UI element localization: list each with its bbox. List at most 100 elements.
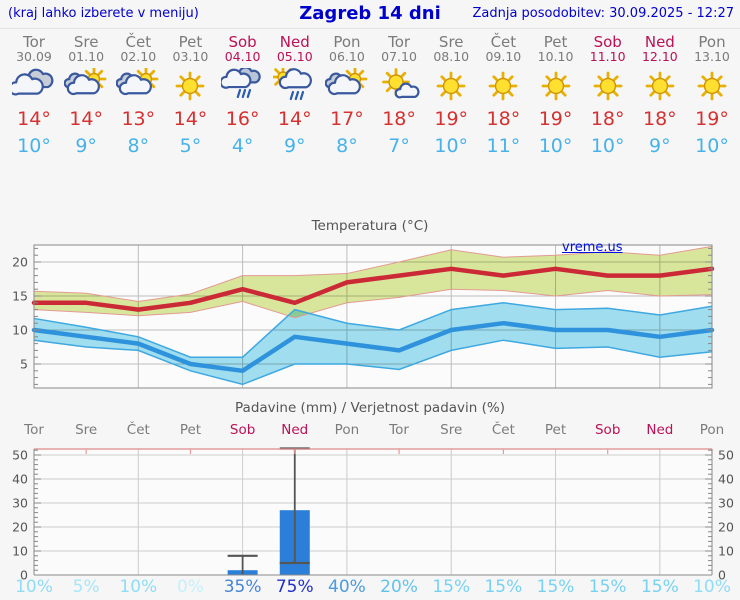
- sunny-icon: [697, 71, 727, 101]
- min-temperature: 8°: [127, 135, 150, 157]
- precip-probability-value: 15%: [640, 577, 679, 597]
- day-column-sre-01.10: Sre 01.10 14° 9°: [60, 32, 112, 159]
- partly-cloudy-icon: [64, 68, 107, 95]
- day-name: Sob: [228, 33, 257, 51]
- min-temperature: 10°: [695, 135, 729, 157]
- menu-hint-text: (kraj lahko izberete v meniju): [8, 6, 199, 21]
- max-temperature: 17°: [330, 108, 364, 130]
- day-name: Pon: [333, 33, 361, 51]
- precip-day-label: Sre: [75, 422, 98, 438]
- max-temperature: 18°: [382, 108, 416, 130]
- min-temperature: 9°: [649, 135, 671, 157]
- day-name: Tor: [23, 33, 45, 51]
- svg-text:5: 5: [20, 357, 28, 372]
- sunny-icon: [488, 71, 518, 101]
- sunny-icon: [645, 71, 675, 101]
- day-column-tor-30.09: Tor 30.09 14° 10°: [8, 32, 60, 159]
- sun-glyph: [382, 68, 410, 96]
- day-column-ned-05.10: Ned 05.10 14° 9°: [269, 32, 321, 159]
- day-column-tor-07.10: Tor 07.10 18° 7°: [373, 32, 425, 159]
- svg-text:10: 10: [12, 544, 28, 559]
- page-title: Zagreb 14 dni: [299, 3, 441, 24]
- svg-text:50: 50: [12, 448, 28, 463]
- max-temperature: 14°: [277, 108, 312, 130]
- day-column-pet-10.10: Pet 10.10 19° 10°: [530, 32, 582, 159]
- svg-text:10: 10: [12, 323, 28, 338]
- precip-probability-value: 15%: [432, 577, 471, 597]
- precip-day-label: Ned: [646, 422, 674, 438]
- day-date: 08.10: [433, 49, 470, 64]
- day-date: 07.10: [381, 49, 417, 64]
- page-header: (kraj lahko izberete v meniju) Zagreb 14…: [0, 0, 740, 29]
- cloud-glyph: [394, 82, 420, 99]
- day-column-sob-11.10: Sob 11.10 18° 10°: [582, 32, 634, 159]
- min-temperature: 9°: [283, 135, 306, 157]
- max-temperature: 18°: [590, 108, 625, 130]
- min-temperature: 10°: [538, 135, 573, 157]
- max-temperature: 19°: [695, 108, 729, 130]
- precip-probability-value: 75%: [275, 577, 314, 597]
- day-date: 06.10: [329, 49, 365, 64]
- day-name: Sob: [593, 33, 622, 51]
- precip-day-labels-row: Tor Sre Čet Pet Sob Ned Pon Tor Sre Čet Pet Sob Ned P…: [0, 422, 740, 440]
- day-name: Pet: [543, 33, 568, 51]
- sunny-icon: [541, 71, 570, 101]
- svg-text:10: 10: [718, 544, 734, 559]
- sun-glyph: [541, 71, 570, 101]
- last-update-text: Zadnja posodobitev: 30.09.2025 - 12:27: [472, 6, 734, 21]
- day-date: 11.10: [589, 49, 626, 64]
- svg-text:50: 50: [718, 448, 734, 463]
- day-column-sob-04.10: Sob 04.10 16° 4°: [217, 32, 269, 159]
- day-name: Pet: [178, 33, 203, 51]
- sun-glyph: [697, 71, 727, 101]
- cloud-glyph: [119, 74, 153, 95]
- day-date: 05.10: [276, 49, 313, 64]
- day-column-pet-03.10: Pet 03.10 14° 5°: [164, 32, 216, 159]
- precipitation-chart-title: Padavine (mm) / Verjetnost padavin (%): [235, 400, 505, 416]
- rain-glyph: [236, 88, 251, 99]
- day-name: Ned: [644, 33, 675, 51]
- rain-glyph: [289, 90, 304, 101]
- sun-glyph: [436, 71, 466, 101]
- precip-probability-value: 10%: [693, 577, 731, 597]
- precip-day-label: Čet: [126, 422, 150, 438]
- precip-day-label: Sob: [229, 422, 256, 438]
- svg-text:0: 0: [20, 568, 28, 583]
- max-temperature: 14°: [69, 108, 103, 130]
- cloud-glyph: [12, 73, 44, 96]
- temperature-chart: 5 10 15 20: [12, 244, 715, 389]
- sun-glyph: [176, 71, 205, 101]
- sunny-icon: [176, 71, 205, 101]
- day-name: Čet: [125, 33, 152, 51]
- day-column-sre-08.10: Sre 08.10 19° 10°: [425, 32, 477, 159]
- min-temperature: 10°: [17, 135, 51, 157]
- precip-probability-value: 20%: [380, 577, 418, 597]
- precip-probability-value: 15%: [536, 577, 575, 597]
- day-date: 03.10: [172, 49, 209, 64]
- day-name: Tor: [388, 33, 411, 51]
- forecast-strip: Tor 30.09 14° 10° Sre 01.10 14° 9° Čet 02.10 13° 8°…: [0, 32, 740, 168]
- cloud-glyph: [66, 74, 101, 95]
- precip-probability-row: 10% 5% 10% 0% 35% 75% 40% 20% 15% 15% 15% 15% 15% 10%: [0, 577, 740, 600]
- precip-day-label: Pet: [544, 422, 567, 438]
- precip-probability-value: 10%: [15, 577, 53, 597]
- cloudy-icon: [12, 68, 54, 96]
- vreme-us-link[interactable]: vreme.us: [562, 240, 623, 255]
- max-temperature: 16°: [225, 108, 260, 130]
- max-temperature: 19°: [434, 108, 469, 130]
- day-column-pon-13.10: Pon 13.10 19° 10°: [686, 32, 738, 159]
- min-temperature: 9°: [75, 135, 97, 157]
- day-date: 12.10: [641, 49, 678, 64]
- day-name: Čet: [490, 33, 517, 51]
- svg-text:40: 40: [12, 472, 28, 487]
- cloud-glyph: [278, 68, 312, 89]
- rain-icon: [220, 68, 261, 99]
- precip-probability-value: 15%: [484, 577, 523, 597]
- precip-probability-value: 5%: [72, 577, 100, 597]
- day-column-ned-12.10: Ned 12.10 18° 9°: [634, 32, 686, 159]
- cloud-glyph: [327, 74, 361, 95]
- max-temperature: 19°: [538, 108, 573, 130]
- day-name: Pon: [698, 33, 726, 51]
- day-column-čet-02.10: Čet 02.10 13° 8°: [112, 32, 164, 159]
- svg-text:20: 20: [718, 520, 734, 535]
